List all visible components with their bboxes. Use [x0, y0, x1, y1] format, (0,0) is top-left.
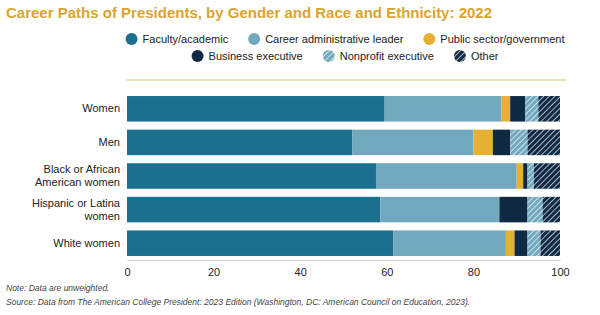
bar-segment [127, 230, 393, 256]
x-tick-label: 0 [124, 266, 130, 278]
y-tick-label: White women [53, 237, 120, 249]
separator [126, 79, 566, 80]
y-tick-label: Hispanic or Latinawomen [32, 197, 121, 222]
bar-segment [473, 130, 492, 156]
y-tick-label-line: women [84, 210, 120, 222]
bar-segment [127, 197, 380, 223]
legend: Faculty/academic Career administrative le… [126, 33, 565, 62]
x-tick: 100 [551, 260, 569, 278]
x-tick-label: 100 [551, 266, 569, 278]
title: Career Paths of Presidents, by Gender an… [6, 4, 492, 21]
bar-segment [127, 96, 385, 122]
bar-segment [534, 163, 560, 189]
x-tick-label: 40 [295, 266, 307, 278]
bar-segment [538, 96, 560, 122]
bar-segment [393, 230, 506, 256]
legend-row: Faculty/academic Career administrative le… [126, 33, 565, 45]
bar-segment [376, 163, 517, 189]
y-tick: Women [82, 102, 120, 114]
legend-swatch [454, 50, 466, 62]
x-tick-label: 60 [381, 266, 393, 278]
legend-label: Nonprofit executive [340, 50, 434, 62]
legend-item: Business executive [192, 50, 303, 62]
bar-segment [525, 96, 538, 122]
legend-swatch [423, 33, 435, 45]
bar-segment [502, 96, 511, 122]
legend-swatch [323, 50, 335, 62]
legend-row: Business executive Nonprofit executive Oth… [192, 50, 499, 62]
x-tick: 0 [124, 260, 130, 278]
x-tick: 40 [295, 260, 307, 278]
bars [127, 96, 560, 256]
bar-segment [515, 230, 528, 256]
bar-segment [523, 163, 527, 189]
legend-swatch [192, 50, 204, 62]
legend-item: Nonprofit executive [323, 50, 434, 62]
legend-label: Career administrative leader [265, 33, 404, 45]
bar-segment [127, 163, 376, 189]
source: Source: Data from The American College P… [6, 297, 470, 307]
bar-segment [499, 197, 527, 223]
y-tick: Hispanic or Latinawomen [32, 197, 121, 222]
legend-item: Other [454, 50, 499, 62]
y-tick-label: Black or AfricanAmerican women [35, 163, 120, 188]
y-tick-label: Women [82, 102, 120, 114]
x-tick: 80 [468, 260, 480, 278]
legend-swatch [126, 33, 138, 45]
legend-item: Career administrative leader [248, 33, 404, 45]
x-tick-label: 80 [468, 266, 480, 278]
y-tick: White women [53, 237, 120, 249]
bar-segment [493, 130, 510, 156]
bar-segment [352, 130, 473, 156]
bar-segment [385, 96, 502, 122]
bar-segment [127, 130, 352, 156]
bar-segment [510, 130, 527, 156]
bar-segment [528, 230, 541, 256]
bar-segment [506, 230, 515, 256]
bar-segment [528, 163, 534, 189]
bar-segment [528, 197, 543, 223]
legend-swatch [248, 33, 260, 45]
bar-segment [528, 130, 560, 156]
x-axis-line [128, 260, 561, 261]
bar-segment [510, 96, 525, 122]
y-tick-label-line: American women [35, 176, 120, 188]
x-axis: 0 20 40 60 80 100 [124, 260, 569, 278]
y-tick: Men [99, 136, 120, 148]
bar-segment [543, 197, 560, 223]
y-tick-label: Men [99, 136, 120, 148]
y-tick: Black or AfricanAmerican women [35, 163, 120, 188]
legend-item: Faculty/academic [126, 33, 229, 45]
legend-label: Business executive [209, 50, 303, 62]
y-tick-label-line: Hispanic or Latina [32, 197, 121, 209]
bar-segment [541, 230, 560, 256]
legend-item: Public sector/government [423, 33, 564, 45]
note: Note: Data are unweighted. [6, 283, 109, 293]
y-axis: Women Men Black or AfricanAmerican women Hi… [32, 102, 121, 248]
legend-label: Faculty/academic [143, 33, 229, 45]
y-tick-label-line: Black or African [44, 163, 120, 175]
x-tick-label: 20 [208, 266, 220, 278]
x-tick: 60 [381, 260, 393, 278]
legend-label: Public sector/government [440, 33, 564, 45]
bar-segment [380, 197, 499, 223]
bar-segment [517, 163, 523, 189]
x-tick: 20 [208, 260, 220, 278]
legend-label: Other [471, 50, 499, 62]
chart: Career Paths of Presidents, by Gender an… [0, 0, 600, 315]
